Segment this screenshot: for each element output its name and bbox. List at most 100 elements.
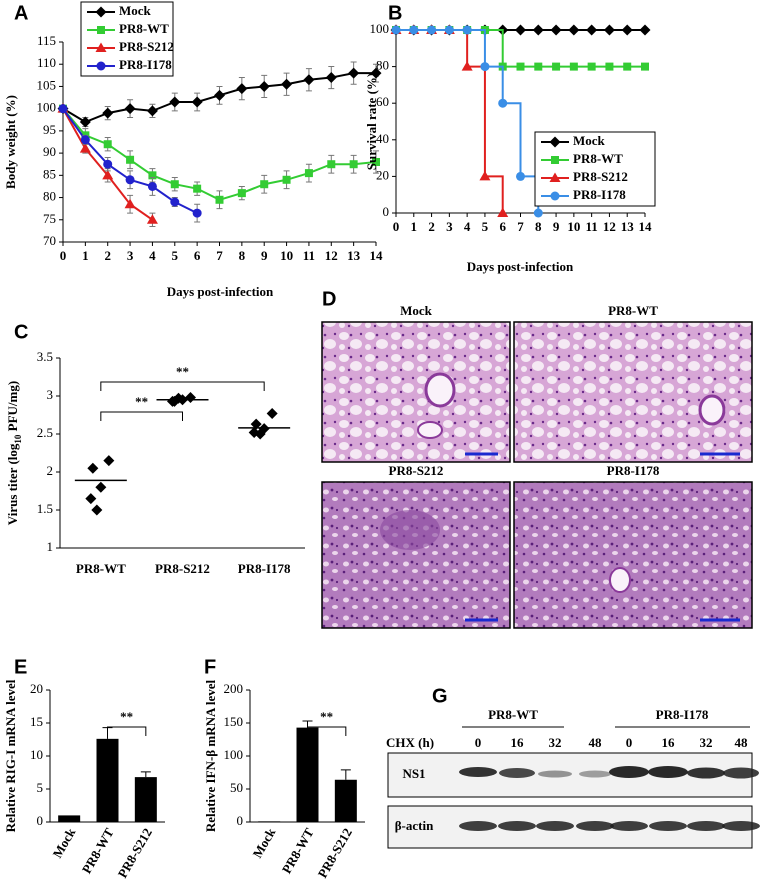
y-axis-label-part: Virus titer (log [5,443,20,525]
marker [91,504,103,516]
marker [479,170,491,181]
y-tick-label: 3.5 [37,349,53,364]
x-tick-label: 8 [535,219,542,234]
legend-label: PR8-S212 [119,39,174,54]
treatment-label: CHX (h) [386,735,434,750]
marker [623,62,632,71]
y-tick-label: 80 [376,58,389,73]
y-tick-label: 115 [37,33,56,48]
x-tick-label: 12 [603,219,616,234]
x-tick-label: 4 [149,248,156,263]
bar [58,815,81,822]
marker [303,74,315,86]
marker [516,171,525,181]
timepoint: 0 [475,735,482,750]
timepoint: 32 [549,735,562,750]
panel-letter: C [14,321,28,343]
y-tick-label: 95 [43,122,56,137]
marker [498,98,508,108]
marker [349,160,358,169]
x-tick-label: 3 [127,248,134,263]
significance-bracket [307,726,347,736]
marker [147,181,157,191]
marker [532,24,544,36]
y-tick-label: 15 [30,714,43,729]
marker [480,62,490,72]
marker [170,180,179,189]
x-tick-label: 7 [517,219,524,234]
significance-label: ** [176,364,189,379]
marker [87,462,99,474]
marker [260,180,269,189]
y-tick-label: 50 [230,780,243,795]
marker [254,428,266,440]
micrograph [513,321,753,463]
x-tick-label: PR8-S212 [155,561,210,576]
marker [124,103,136,115]
y-tick-label: 2 [47,463,54,478]
x-tick-label: PR8-WT [279,825,317,876]
marker [515,24,526,36]
y-tick-label: 90 [43,144,56,159]
y-tick-label: 100 [224,747,244,762]
marker [193,184,202,193]
marker [641,62,649,71]
y-tick-label: 2.5 [37,425,53,440]
x-tick-label: 10 [280,248,293,263]
x-tick-label: 8 [239,248,246,263]
group-label: PR8-WT [488,707,538,722]
bar [134,777,157,822]
bar [296,727,319,822]
marker [124,198,136,209]
marker [552,62,561,71]
series-line [396,29,504,213]
y-tick-label: 0 [383,204,390,219]
y-tick-label: 20 [376,167,389,182]
y-tick-label: 100 [37,100,57,115]
significance-label: ** [120,709,133,724]
group-label: PR8-I178 [656,707,709,722]
y-axis-label: Relative RIG-I mRNA level [3,679,18,832]
image-label: Mock [400,303,433,318]
y-tick-label: 105 [37,77,57,92]
x-tick-label: Mock [249,825,278,861]
marker [258,80,270,92]
y-tick-label: 5 [37,780,44,795]
x-axis-label: Days post-infection [467,259,574,274]
marker [281,78,293,90]
western-blot: G PR8-WT PR8-I178 CHX (h) 0 16 32 48 0 1… [386,685,760,849]
x-tick-label: Mock [49,825,78,861]
legend-label: PR8-I178 [573,187,626,202]
marker [427,25,437,35]
significance-bracket [100,411,183,421]
infiltrate [380,510,440,550]
image-label: PR8-WT [608,303,658,318]
y-axis-label: Body weight (%) [3,95,18,189]
marker [214,89,225,101]
marker [96,61,106,71]
significance-bracket [107,726,147,736]
timepoint: 0 [626,735,633,750]
marker [146,214,158,224]
marker [80,135,90,145]
timepoint: 16 [662,735,676,750]
x-tick-label: 2 [428,219,435,234]
panel-letter: E [14,656,27,678]
marker [551,156,559,164]
marker [169,96,181,108]
micrograph [513,481,753,629]
legend-label: Mock [573,133,606,148]
x-tick-label: 5 [172,248,179,263]
marker [148,171,157,180]
marker [569,62,578,71]
y-tick-label: 1.5 [37,501,53,516]
marker [102,107,114,119]
x-tick-label: 4 [464,219,471,234]
bar [334,779,357,822]
panel-letter: G [432,685,448,707]
marker [79,116,91,128]
x-tick-label: PR8-WT [76,561,126,576]
y-tick-label: 85 [43,166,56,181]
marker [95,481,107,493]
series-line [62,108,377,201]
